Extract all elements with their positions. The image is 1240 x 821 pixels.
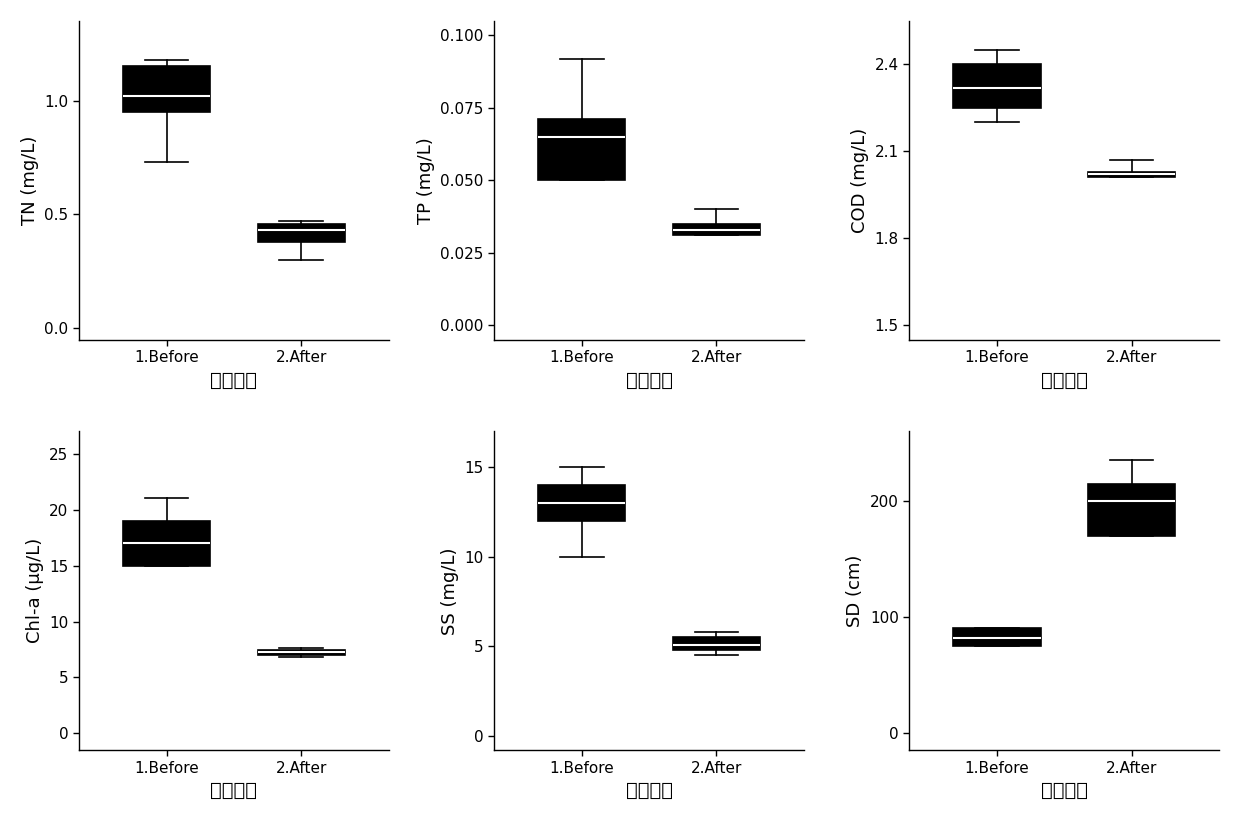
PathPatch shape — [672, 637, 760, 650]
Y-axis label: SD (cm): SD (cm) — [847, 554, 864, 627]
X-axis label: 清鱼前后: 清鱼前后 — [211, 370, 258, 390]
PathPatch shape — [123, 67, 211, 112]
PathPatch shape — [538, 485, 625, 521]
Y-axis label: COD (mg/L): COD (mg/L) — [851, 127, 869, 233]
PathPatch shape — [954, 628, 1040, 646]
PathPatch shape — [1087, 172, 1176, 177]
X-axis label: 清鱼前后: 清鱼前后 — [1040, 370, 1087, 390]
X-axis label: 清鱼前后: 清鱼前后 — [1040, 781, 1087, 800]
PathPatch shape — [123, 521, 211, 566]
PathPatch shape — [1087, 484, 1176, 535]
Y-axis label: Chl-a (μg/L): Chl-a (μg/L) — [26, 538, 43, 644]
PathPatch shape — [672, 224, 760, 236]
X-axis label: 清鱼前后: 清鱼前后 — [625, 781, 672, 800]
Y-axis label: SS (mg/L): SS (mg/L) — [441, 547, 459, 635]
PathPatch shape — [258, 223, 345, 241]
PathPatch shape — [258, 649, 345, 655]
Y-axis label: TN (mg/L): TN (mg/L) — [21, 135, 38, 225]
Y-axis label: TP (mg/L): TP (mg/L) — [417, 137, 435, 223]
PathPatch shape — [538, 119, 625, 181]
X-axis label: 清鱼前后: 清鱼前后 — [211, 781, 258, 800]
PathPatch shape — [954, 64, 1040, 108]
X-axis label: 清鱼前后: 清鱼前后 — [625, 370, 672, 390]
